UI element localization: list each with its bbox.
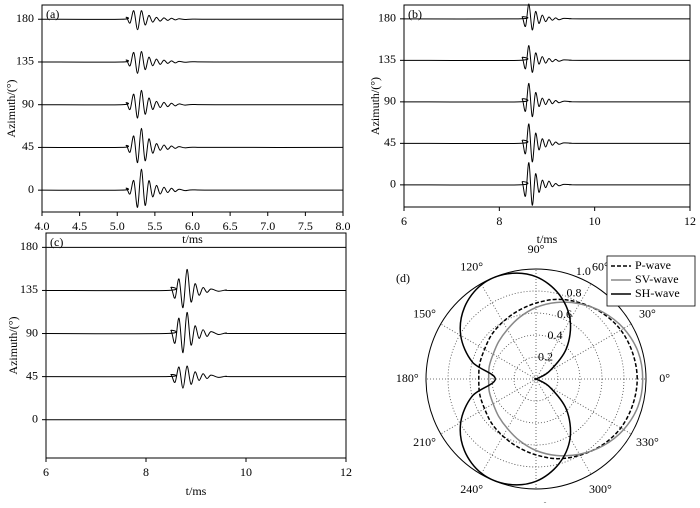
legend-label: P-wave <box>635 258 671 272</box>
y-axis-label: Azimuth/(°) <box>368 77 382 135</box>
trace <box>403 3 691 31</box>
angle-label: 120° <box>460 259 483 273</box>
x-axis-label: t/ms <box>537 232 558 246</box>
x-tick-label: 12 <box>340 465 352 479</box>
trace <box>403 45 691 73</box>
polar-curve <box>487 301 644 457</box>
y-tick-label: 180 <box>16 11 34 25</box>
y-tick-label: 180 <box>20 239 38 253</box>
angle-grid-line <box>440 323 537 380</box>
x-tick-label: 5.0 <box>110 219 125 233</box>
x-tick-label: 4.0 <box>35 219 50 233</box>
angle-grid-line <box>480 283 537 380</box>
radius-label: 1.0 <box>576 264 591 278</box>
angle-label: 90° <box>528 242 545 256</box>
y-axis-label: Azimuth/(°) <box>6 316 20 374</box>
radius-grid-line <box>469 312 603 446</box>
angle-label: 300° <box>589 482 612 496</box>
y-tick-label: 0 <box>390 177 396 191</box>
trace <box>41 127 344 164</box>
x-tick-label: 8.0 <box>336 219 351 233</box>
y-tick-label: 90 <box>22 96 34 110</box>
trace <box>45 365 347 389</box>
plot-frame <box>45 232 347 459</box>
plot-frame <box>41 4 344 213</box>
angle-grid-line <box>535 283 592 380</box>
y-tick-label: 0 <box>32 411 38 425</box>
y-tick-label: 90 <box>384 94 396 108</box>
trace <box>41 89 344 119</box>
angle-label: 180° <box>396 371 419 385</box>
trace <box>45 268 347 309</box>
legend-label: SH-wave <box>635 286 680 300</box>
angle-label: 30° <box>639 306 656 320</box>
x-tick-label: 8 <box>143 465 149 479</box>
angle-grid-line <box>440 378 537 435</box>
x-tick-label: 12 <box>684 214 696 228</box>
x-tick-label: 7.5 <box>298 219 313 233</box>
trace <box>403 162 691 206</box>
trace <box>403 123 691 163</box>
y-tick-label: 135 <box>378 52 396 66</box>
trace <box>403 82 691 118</box>
angle-grid-line <box>535 378 592 475</box>
panel-label: (d) <box>396 271 410 285</box>
y-tick-label: 135 <box>20 282 38 296</box>
polar-curve <box>478 298 638 460</box>
radius-grid-line <box>447 290 625 468</box>
y-tick-label: 45 <box>384 135 396 149</box>
legend-label: SV-wave <box>635 272 679 286</box>
x-tick-label: 10 <box>240 465 252 479</box>
angle-label: 330° <box>636 435 659 449</box>
radius-grid-line <box>491 334 581 424</box>
trace <box>41 51 344 74</box>
angle-grid-line <box>480 378 537 475</box>
radius-label: 0.2 <box>538 349 553 363</box>
x-tick-label: 6 <box>401 214 407 228</box>
angle-label: 0° <box>659 371 670 385</box>
radius-label: 0.8 <box>566 286 581 300</box>
panel-label: (c) <box>50 235 63 249</box>
x-tick-label: 10 <box>589 214 601 228</box>
radius-grid-line <box>513 356 559 402</box>
y-tick-label: 180 <box>378 11 396 25</box>
x-tick-label: 6.0 <box>185 219 200 233</box>
trace <box>41 168 344 208</box>
polar-frame <box>425 268 647 490</box>
y-tick-label: 135 <box>16 54 34 68</box>
x-tick-label: 6.5 <box>223 219 238 233</box>
x-tick-label: 6 <box>43 465 49 479</box>
y-tick-label: 45 <box>22 139 34 153</box>
angle-label: 210° <box>413 435 436 449</box>
angle-label: 270° <box>525 499 548 503</box>
x-tick-label: 8 <box>496 214 502 228</box>
panel-label: (a) <box>46 7 59 21</box>
y-tick-label: 0 <box>28 182 34 196</box>
angle-grid-line <box>535 378 632 435</box>
legend-frame <box>606 255 696 307</box>
x-axis-label: t/ms <box>182 232 203 246</box>
radius-label: 0.4 <box>547 328 562 342</box>
trace <box>41 10 344 31</box>
plot-frame <box>403 4 691 208</box>
x-tick-label: 4.5 <box>72 219 87 233</box>
x-tick-label: 7.0 <box>260 219 275 233</box>
trace <box>45 311 347 354</box>
x-axis-label: t/ms <box>186 484 207 498</box>
y-tick-label: 90 <box>26 325 38 339</box>
angle-label: 150° <box>413 306 436 320</box>
x-tick-label: 5.5 <box>147 219 162 233</box>
polar-curve <box>459 272 572 486</box>
panel-label: (b) <box>408 7 422 21</box>
y-axis-label: Azimuth/(°) <box>4 79 18 137</box>
angle-label: 240° <box>460 482 483 496</box>
angle-label: 60° <box>592 259 609 273</box>
y-tick-label: 45 <box>26 368 38 382</box>
angle-grid-line <box>535 323 632 380</box>
